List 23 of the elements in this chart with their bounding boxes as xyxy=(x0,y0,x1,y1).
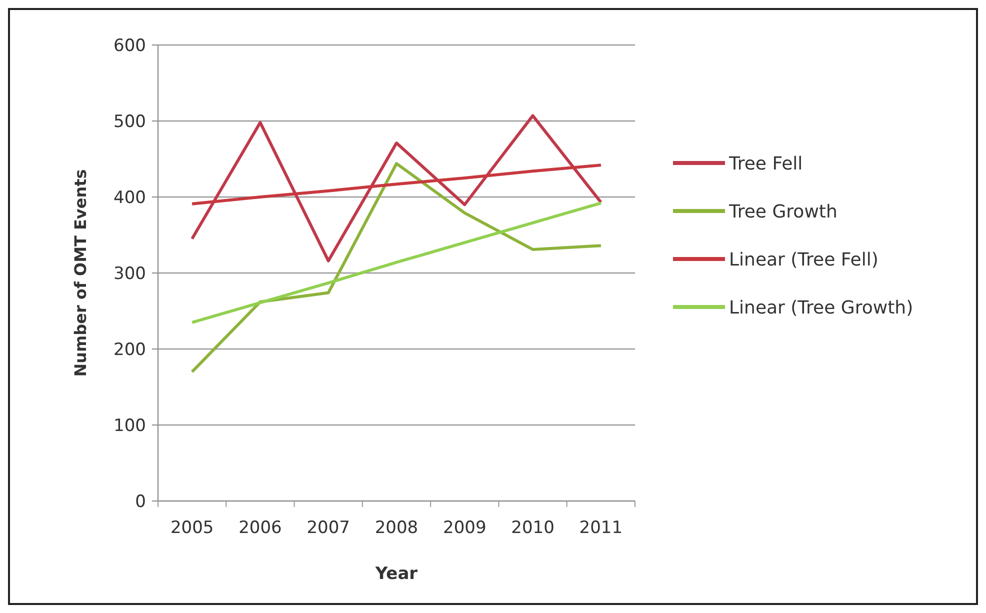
y-tick-label: 500 xyxy=(114,112,146,132)
x-tick-label: 2008 xyxy=(374,518,418,538)
y-tick-label: 200 xyxy=(114,340,146,360)
y-axis-title: Number of OMT Events xyxy=(71,169,90,377)
y-tick-label: 600 xyxy=(114,36,146,56)
x-tick-label: 2007 xyxy=(306,518,350,538)
legend-label: Linear (Tree Fell) xyxy=(729,249,878,270)
legend-label: Tree Growth xyxy=(728,201,838,222)
x-tick-label: 2011 xyxy=(579,518,623,538)
y-tick-label: 100 xyxy=(114,416,146,436)
y-tick-label: 0 xyxy=(135,492,146,512)
x-tick-label: 2006 xyxy=(238,518,282,538)
x-tick-label: 2009 xyxy=(443,518,486,538)
y-tick-label: 300 xyxy=(114,264,146,284)
line-series xyxy=(190,114,602,262)
y-tick-label: 400 xyxy=(114,188,146,208)
x-axis-title: Year xyxy=(374,564,418,584)
x-tick-label: 2005 xyxy=(170,518,214,538)
x-tick-label: 2010 xyxy=(511,518,554,538)
line-series xyxy=(190,162,602,374)
line-series xyxy=(190,202,602,324)
legend-label: Tree Fell xyxy=(728,153,803,174)
legend-label: Linear (Tree Growth) xyxy=(729,297,914,318)
